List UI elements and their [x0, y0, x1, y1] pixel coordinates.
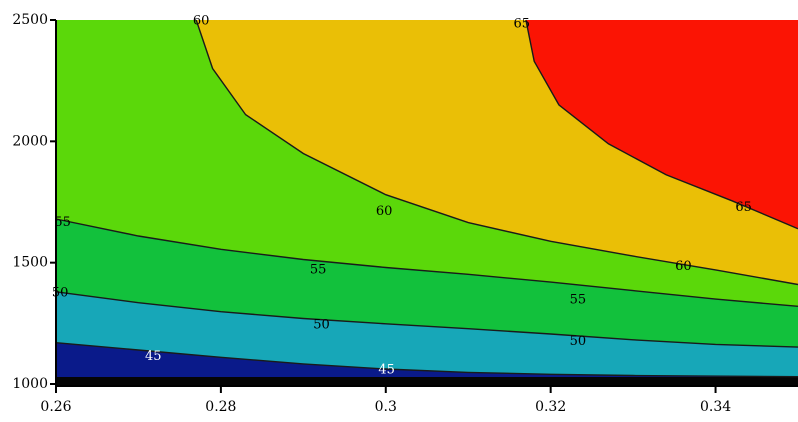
contour-line-45 — [55, 342, 798, 378]
contour-regions — [56, 20, 798, 384]
contour-label-45: 45 — [145, 349, 162, 364]
x-tick-label: 0.3 — [375, 399, 397, 415]
y-tick-label: 1000 — [12, 376, 48, 392]
contour-line-60 — [195, 19, 798, 286]
contour-label-60: 60 — [193, 14, 210, 29]
contour-line-50 — [55, 291, 798, 348]
contour-lines — [55, 19, 798, 378]
plot-bottom-band — [56, 377, 798, 386]
contour-label-50: 50 — [52, 286, 69, 301]
contour-label-65: 65 — [514, 17, 531, 32]
contour-label-50: 50 — [570, 334, 587, 349]
contour-label-55: 55 — [54, 215, 71, 230]
x-tick-label: 0.28 — [205, 399, 236, 415]
contour-label-60: 60 — [675, 259, 692, 274]
region-above-65 — [525, 20, 798, 229]
contour-line-65 — [525, 19, 798, 230]
y-tick-label: 2500 — [12, 12, 48, 28]
y-tick-label: 2000 — [12, 133, 48, 149]
contour-line-55 — [55, 218, 798, 307]
x-tick-label: 0.34 — [700, 399, 731, 415]
x-tick-label: 0.32 — [535, 399, 566, 415]
contour-label-65: 65 — [735, 200, 752, 215]
contour-label-55: 55 — [570, 292, 587, 307]
y-axis-ticks: 1000 1500 2000 2500 — [12, 12, 56, 392]
y-tick-label: 1500 — [12, 255, 48, 271]
contour-labels: 60 65 55 60 65 55 60 50 55 50 50 45 45 — [52, 14, 752, 378]
contour-label-55: 55 — [310, 262, 327, 277]
axes — [55, 20, 798, 387]
contour-label-60: 60 — [376, 204, 393, 219]
contour-label-45: 45 — [378, 362, 395, 377]
x-tick-label: 0.26 — [40, 399, 71, 415]
contour-label-50: 50 — [313, 318, 330, 333]
bottom-band — [56, 377, 798, 386]
x-axis-ticks: 0.26 0.28 0.3 0.32 0.34 — [40, 386, 731, 415]
